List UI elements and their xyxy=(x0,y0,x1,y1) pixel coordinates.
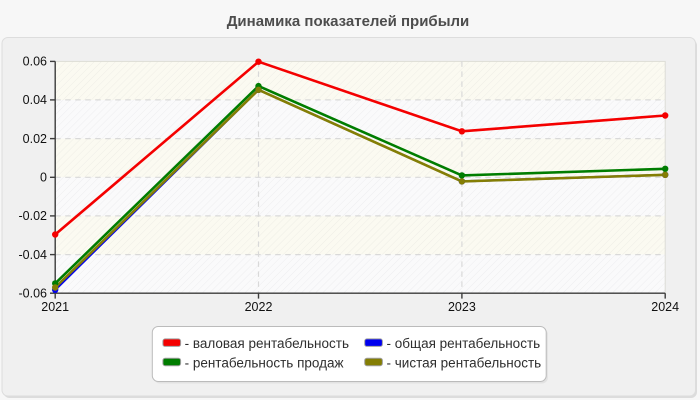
svg-text:Динамика показателей прибыли: Динамика показателей прибыли xyxy=(227,13,470,30)
svg-text:0.02: 0.02 xyxy=(23,132,47,146)
svg-text:-0.06: -0.06 xyxy=(19,287,48,301)
svg-text:2023: 2023 xyxy=(448,300,476,314)
svg-text:2024: 2024 xyxy=(651,300,679,314)
svg-text:-0.04: -0.04 xyxy=(19,248,48,262)
svg-text:2021: 2021 xyxy=(41,300,69,314)
svg-text:- чистая рентабельность: - чистая рентабельность xyxy=(387,356,542,371)
svg-text:0: 0 xyxy=(40,171,47,185)
svg-text:-0.02: -0.02 xyxy=(19,209,48,223)
svg-text:0.04: 0.04 xyxy=(23,93,47,107)
svg-text:2022: 2022 xyxy=(245,300,273,314)
svg-text:- общая рентабельность: - общая рентабельность xyxy=(387,336,541,351)
svg-text:0.06: 0.06 xyxy=(23,55,47,69)
svg-text:- рентабельность продаж: - рентабельность продаж xyxy=(185,356,344,371)
svg-text:- валовая рентабельность: - валовая рентабельность xyxy=(185,336,349,351)
